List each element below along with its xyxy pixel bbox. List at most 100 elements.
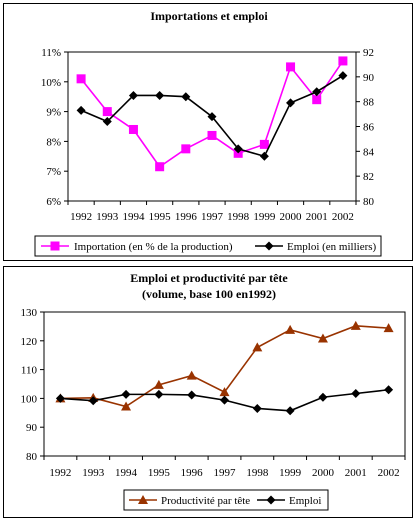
data-point-emploi-en-milliers	[181, 92, 191, 102]
y-tick-label: 120	[21, 336, 38, 348]
x-tick-label: 1995	[148, 467, 171, 479]
data-point-importation-en-de-la-production	[286, 62, 296, 72]
data-point-emploi-en-milliers	[286, 98, 296, 108]
data-point-emploi	[187, 390, 197, 400]
data-point-importation-en-de-la-production	[102, 107, 112, 117]
x-tick-label: 1996	[175, 211, 198, 223]
y-right-tick-label: 92	[363, 47, 374, 59]
chart-panel-employment-productivity: Emploi et productivité par tête (volume, …	[3, 266, 413, 518]
y-left-tick-label: 9%	[46, 107, 61, 119]
x-tick-label: 1997	[201, 211, 224, 223]
data-point-emploi-en-milliers	[233, 144, 243, 154]
data-point-emploi-en-milliers	[207, 112, 217, 122]
data-point-productivit-par-t-te	[252, 342, 263, 352]
data-point-importation-en-de-la-production	[76, 74, 86, 84]
data-point-emploi	[55, 393, 65, 403]
x-tick-label: 1994	[115, 467, 138, 479]
chart-imports-employment: Importations et emploi 6% 7% 8% 9% 10% 11% 80 82…	[34, 9, 382, 257]
x-tick-label: 1993	[82, 467, 105, 479]
x-tick-label: 2001	[345, 467, 367, 479]
data-point-importation-en-de-la-production	[155, 162, 165, 172]
legend-box	[34, 235, 382, 257]
data-point-emploi-en-milliers	[312, 87, 322, 97]
y-right-tick-label: 80	[363, 196, 375, 208]
x-tick-label: 2000	[312, 467, 335, 479]
x-tick-label: 2002	[332, 211, 354, 223]
x-tick-label: 2000	[280, 211, 303, 223]
data-point-emploi	[285, 406, 295, 416]
y-right-tick-label: 90	[363, 72, 375, 84]
chart-title: Importations et emploi	[150, 9, 268, 23]
x-tick-label: 1998	[227, 211, 250, 223]
data-point-emploi-en-milliers	[128, 90, 138, 100]
x-tick-label: 1992	[49, 467, 71, 479]
plot-area	[67, 51, 357, 202]
y-left-tick-label: 6%	[46, 196, 61, 208]
data-point-importation-en-de-la-production	[181, 144, 191, 154]
y-tick-label: 110	[21, 365, 38, 377]
y-left-tick-label: 7%	[46, 166, 61, 178]
y-left-tick-label: 8%	[46, 136, 61, 148]
legend-marker-productivity	[138, 495, 148, 504]
y-tick-label: 130	[21, 307, 38, 319]
data-point-productivit-par-t-te	[350, 320, 361, 330]
x-tick-label: 1994	[122, 211, 145, 223]
data-point-productivit-par-t-te	[285, 324, 296, 334]
data-point-emploi	[154, 389, 164, 399]
legend-label-imports: Importation (en % de la production)	[74, 241, 233, 253]
data-point-emploi-en-milliers	[338, 71, 348, 81]
data-point-productivit-par-t-te	[153, 379, 164, 389]
data-point-emploi	[384, 385, 394, 395]
data-point-emploi	[318, 392, 328, 402]
y-right-tick-label: 86	[363, 122, 375, 134]
legend-marker-employment	[266, 495, 276, 505]
chart-employment-productivity: Emploi et productivité par tête (volume, …	[21, 271, 406, 511]
y-tick-label: 100	[21, 393, 38, 405]
data-point-emploi-en-milliers	[76, 105, 86, 115]
data-point-emploi-en-milliers	[259, 151, 269, 161]
data-point-importation-en-de-la-production	[312, 95, 322, 105]
y-left-tick-label: 10%	[41, 77, 61, 89]
data-point-importation-en-de-la-production	[338, 56, 348, 66]
x-tick-label: 2002	[378, 467, 400, 479]
legend-marker-employment	[264, 241, 274, 251]
y-left-tick-label: 11%	[41, 47, 61, 59]
y-right-tick-label: 84	[363, 146, 375, 158]
legend-marker-imports	[50, 241, 60, 251]
data-point-productivit-par-t-te	[219, 387, 230, 397]
data-point-emploi-en-milliers	[155, 90, 165, 100]
data-point-emploi	[88, 396, 98, 406]
y-right-tick-label: 88	[363, 97, 375, 109]
legend-label-employment: Emploi (en milliers)	[287, 241, 377, 253]
x-tick-label: 2001	[306, 211, 328, 223]
x-tick-label: 1997	[214, 467, 237, 479]
y-right-tick-label: 82	[363, 171, 374, 183]
y-tick-label: 90	[26, 422, 38, 434]
chart-title: Emploi et productivité par tête	[130, 271, 288, 285]
legend-label-employment: Emploi	[289, 495, 321, 507]
data-point-productivit-par-t-te	[317, 333, 328, 343]
data-point-importation-en-de-la-production	[259, 139, 269, 149]
legend-label-productivity: Productivité par tête	[161, 495, 250, 507]
y-tick-label: 80	[26, 451, 38, 463]
data-point-importation-en-de-la-production	[128, 124, 138, 134]
legend-box	[123, 489, 329, 511]
x-tick-label: 1996	[181, 467, 204, 479]
x-tick-label: 1995	[149, 211, 172, 223]
chart-panel-imports-employment: Importations et emploi 6% 7% 8% 9% 10% 11% 80 82…	[3, 3, 413, 261]
x-tick-label: 1992	[70, 211, 92, 223]
x-tick-label: 1998	[246, 467, 269, 479]
data-point-productivit-par-t-te	[383, 323, 394, 333]
data-point-productivit-par-t-te	[121, 401, 132, 411]
data-point-emploi	[121, 389, 131, 399]
x-tick-label: 1999	[253, 211, 276, 223]
data-point-emploi	[351, 389, 361, 399]
plot-area	[43, 311, 406, 457]
chart-subtitle: (volume, base 100 en1992)	[142, 287, 276, 301]
x-tick-label: 1999	[279, 467, 302, 479]
data-point-emploi-en-milliers	[102, 117, 112, 127]
data-point-emploi	[220, 395, 229, 405]
data-point-productivit-par-t-te	[186, 370, 197, 380]
x-tick-label: 1993	[96, 211, 119, 223]
data-point-importation-en-de-la-production	[207, 130, 217, 140]
